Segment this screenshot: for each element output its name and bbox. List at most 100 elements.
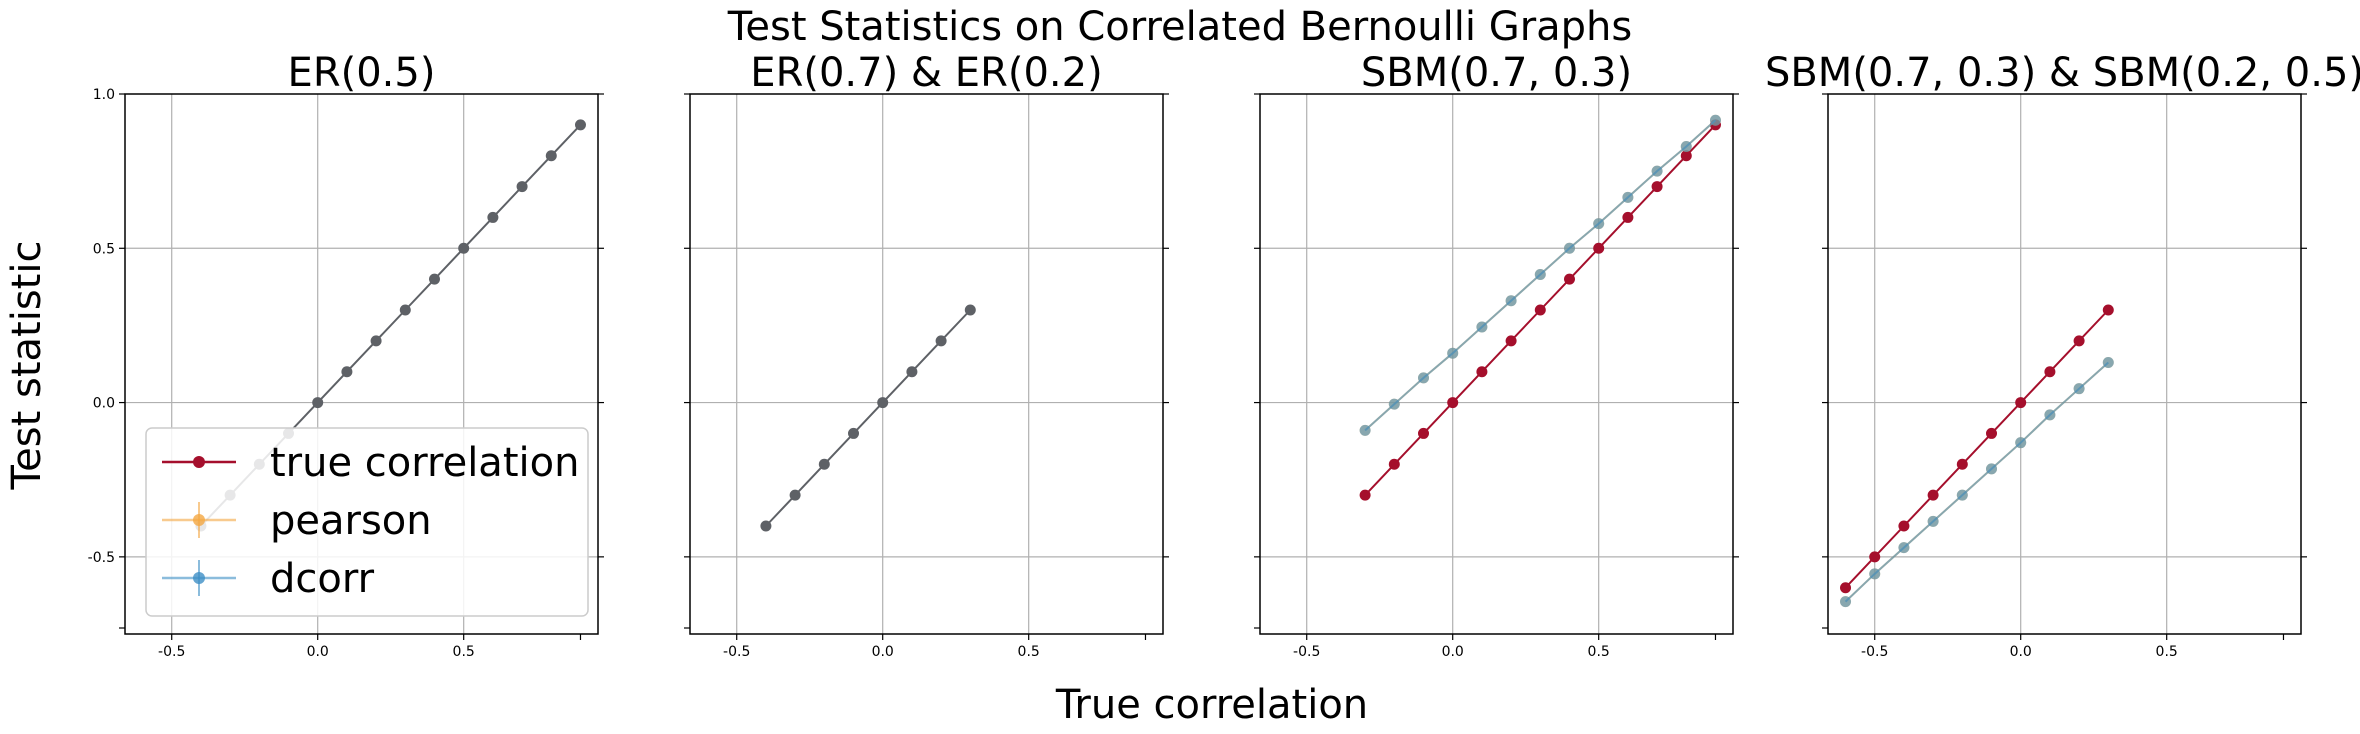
data-point-true-correlation — [1593, 242, 1605, 254]
data-point-dcorr — [1447, 347, 1459, 359]
data-point-true-correlation — [2044, 366, 2056, 378]
data-point-true-correlation — [2073, 335, 2085, 347]
data-point-overlap — [818, 458, 830, 470]
x-tick-label: 0.0 — [872, 644, 894, 660]
data-point-dcorr — [2015, 437, 2027, 449]
x-tick-label: 0.5 — [453, 644, 475, 660]
data-point-overlap — [312, 397, 324, 409]
data-point-dcorr — [1869, 568, 1881, 580]
data-point-true-correlation — [1505, 335, 1517, 347]
data-point-dcorr — [1593, 218, 1605, 230]
series-line-true-correlation — [1844, 309, 2110, 589]
data-point-true-correlation — [1898, 520, 1910, 532]
data-point-overlap — [877, 397, 889, 409]
data-point-true-correlation — [1359, 489, 1371, 501]
data-point-true-correlation — [1447, 397, 1459, 409]
x-tick-label: -0.5 — [723, 644, 750, 660]
data-point-overlap — [516, 181, 528, 193]
x-axis-label: True correlation — [1055, 682, 1368, 728]
data-point-true-correlation — [1651, 181, 1663, 193]
data-point-dcorr — [1418, 372, 1430, 384]
legend-marker — [193, 514, 205, 526]
figure-title: Test Statistics on Correlated Bernoulli … — [727, 4, 1633, 50]
x-tick-label: 0.5 — [1018, 644, 1040, 660]
series-line-overlap — [765, 309, 972, 527]
panel-2: -0.5 0.0 0.5 ER(0.7) & ER(0.2) — [684, 50, 1169, 660]
data-point-true-correlation — [2015, 397, 2027, 409]
panel-title: ER(0.5) — [288, 50, 436, 96]
y-axis-label: Test statistic — [4, 241, 50, 491]
legend-label: true correlation — [270, 440, 579, 486]
data-point-dcorr — [2044, 409, 2056, 421]
data-point-dcorr — [2073, 383, 2085, 395]
data-point-dcorr — [1898, 542, 1910, 554]
x-tick-label: 0.0 — [2010, 644, 2032, 660]
data-point-dcorr — [1709, 114, 1721, 126]
data-point-dcorr — [1927, 515, 1939, 527]
x-tick-label: 0.5 — [2156, 644, 2178, 660]
legend-entry: dcorr — [162, 556, 375, 602]
x-tick-label: -0.5 — [1861, 644, 1888, 660]
legend-marker — [193, 456, 205, 468]
data-point-overlap — [370, 335, 382, 347]
panel-title: SBM(0.7, 0.3) & SBM(0.2, 0.5) — [1765, 50, 2360, 96]
data-point-true-correlation — [1534, 304, 1546, 316]
data-point-dcorr — [1840, 596, 1852, 608]
panel-title: SBM(0.7, 0.3) — [1361, 50, 1632, 96]
data-point-dcorr — [1563, 242, 1575, 254]
panel-title: ER(0.7) & ER(0.2) — [750, 50, 1102, 96]
axes-frame — [689, 93, 1164, 635]
data-point-overlap — [848, 427, 860, 439]
data-point-overlap — [545, 150, 557, 162]
data-point-dcorr — [1476, 321, 1488, 333]
data-point-true-correlation — [1622, 211, 1634, 223]
x-tick-label: 0.0 — [307, 644, 329, 660]
axes-frame — [1827, 93, 2302, 635]
panel-3: -0.5 0.0 0.5 SBM(0.7, 0.3) — [1254, 50, 1739, 660]
y-tick-label: 1.0 — [93, 87, 115, 103]
series-line-dcorr — [1844, 361, 2109, 603]
data-point-overlap — [789, 489, 801, 501]
panel-4: -0.5 0.0 0.5 SBM(0.7, 0.3) & SBM(0.2, 0.5) — [1765, 50, 2360, 660]
data-point-overlap — [341, 366, 353, 378]
data-point-overlap — [428, 273, 440, 285]
x-tick-label: 0.0 — [1442, 644, 1464, 660]
data-point-dcorr — [1505, 295, 1517, 307]
legend-box — [145, 427, 589, 617]
data-point-overlap — [760, 520, 772, 532]
data-point-dcorr — [1534, 269, 1546, 281]
x-tick-label: 0.5 — [1588, 644, 1610, 660]
data-point-true-correlation — [1476, 366, 1488, 378]
axes-frame — [1259, 93, 1734, 635]
legend-entry: true correlation — [162, 440, 579, 486]
data-point-dcorr — [1680, 140, 1692, 152]
data-point-overlap — [964, 304, 976, 316]
data-point-overlap — [574, 119, 586, 131]
y-tick-label: 0.0 — [93, 396, 115, 412]
data-point-dcorr — [1359, 424, 1371, 436]
data-point-dcorr — [1651, 165, 1663, 177]
data-point-overlap — [458, 242, 470, 254]
axes-frame — [124, 93, 599, 635]
data-point-dcorr — [2102, 356, 2114, 368]
data-point-true-correlation — [2102, 304, 2114, 316]
data-point-dcorr — [1622, 191, 1634, 203]
data-point-true-correlation — [1927, 489, 1939, 501]
data-point-dcorr — [1388, 398, 1400, 410]
legend: true correlation pearson dcorr — [145, 427, 589, 617]
data-point-overlap — [399, 304, 411, 316]
data-point-overlap — [935, 335, 947, 347]
legend-marker — [193, 572, 205, 584]
legend-entry: pearson — [162, 498, 432, 544]
data-point-true-correlation — [1869, 551, 1881, 563]
y-tick-label: -0.5 — [88, 550, 115, 566]
data-point-true-correlation — [1840, 582, 1852, 594]
data-point-true-correlation — [1388, 458, 1400, 470]
legend-label: dcorr — [270, 556, 375, 602]
panels: -0.5 0.0 0.5 -0.5 0.0 0.5 1.0 ER(0.5) -0.5 0.0 0.5… — [88, 50, 2360, 660]
data-point-dcorr — [1986, 463, 1998, 475]
x-tick-label: -0.5 — [158, 644, 185, 660]
legend-label: pearson — [270, 498, 432, 544]
y-tick-label: 0.5 — [93, 241, 115, 257]
